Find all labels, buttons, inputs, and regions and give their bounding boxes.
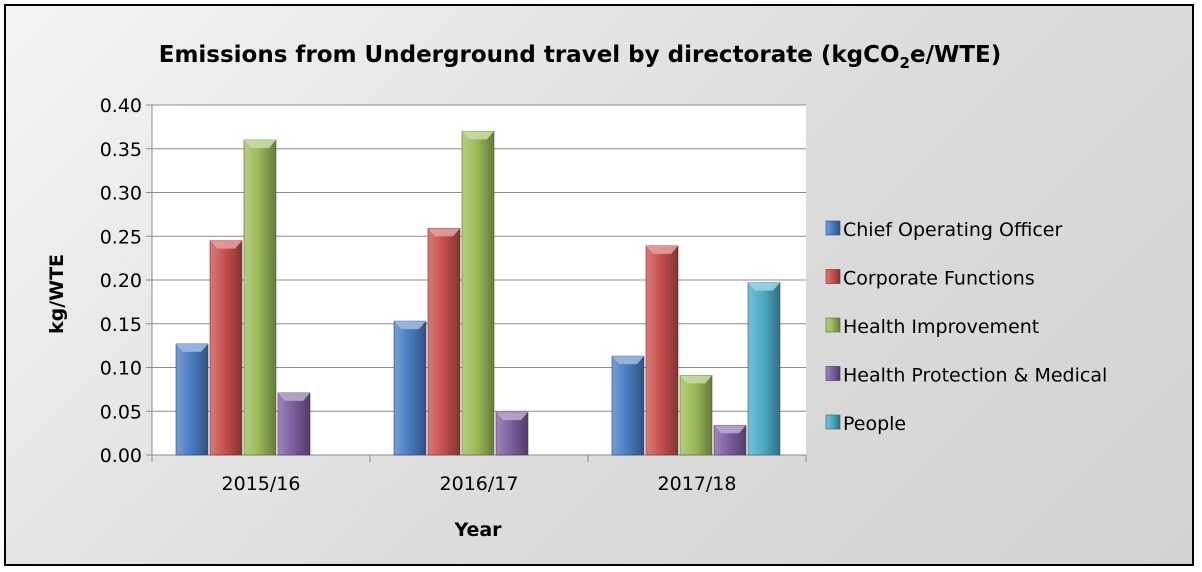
y-tick-label: 0.30: [100, 183, 142, 205]
legend-label: Chief Operating Officer: [843, 219, 1062, 241]
bar-cap: [244, 140, 276, 148]
bar-cap: [278, 392, 310, 401]
bar: [393, 320, 427, 456]
x-axis-title: Year: [453, 519, 502, 541]
bar: [243, 139, 277, 456]
legend-swatch: [825, 366, 841, 381]
bar-cap: [210, 240, 242, 249]
y-tick-label: 0.10: [100, 358, 142, 380]
y-tick-label: 0.35: [100, 139, 142, 161]
y-tick-label: 0.20: [100, 270, 142, 292]
bar-cap: [612, 356, 644, 365]
bar: [611, 355, 645, 456]
bar-cap: [428, 228, 460, 237]
legend-swatch: [825, 317, 841, 333]
legend-label: Health Improvement: [843, 316, 1039, 338]
legend-label: Corporate Functions: [843, 268, 1035, 290]
x-tick-label: 2016/17: [440, 473, 519, 495]
legend-label: People: [843, 413, 906, 435]
bar: [747, 282, 781, 456]
bar-cap: [394, 321, 426, 330]
bar: [209, 240, 243, 456]
legend-label: Health Protection & Medical: [843, 365, 1107, 387]
bar: [427, 228, 461, 456]
bar-cap: [496, 412, 528, 421]
chart-title: Emissions from Underground travel by dir…: [159, 42, 1002, 72]
bar: [277, 392, 311, 456]
legend-swatch: [825, 414, 841, 430]
bar: [645, 245, 679, 456]
bar-cap: [176, 343, 208, 352]
y-tick-label: 0.25: [100, 226, 142, 248]
bar-cap: [714, 425, 746, 434]
bar: [679, 375, 713, 456]
y-tick-label: 0.05: [100, 401, 142, 423]
plot-area: 0.00 0.05 0.10 0.15 0.20 0.25 0.30 0.35 0.40 2015…: [100, 95, 807, 495]
legend: Chief Operating Officer Corporate Functio…: [825, 219, 1107, 435]
bar-cap: [748, 282, 780, 291]
x-tick-label: 2017/18: [658, 473, 737, 495]
y-tick-label: 0.00: [100, 445, 142, 467]
y-axis-title: kg/WTE: [46, 254, 68, 334]
y-tick-label: 0.15: [100, 314, 142, 336]
bar-cap: [680, 375, 712, 384]
bar-cap: [462, 131, 494, 140]
legend-swatch: [825, 220, 841, 236]
legend-swatch: [825, 269, 841, 284]
bar: [461, 130, 495, 456]
bar-cap: [646, 245, 678, 254]
bar: [175, 343, 209, 456]
y-tick-label: 0.40: [100, 95, 142, 117]
x-tick-label: 2015/16: [222, 473, 301, 495]
